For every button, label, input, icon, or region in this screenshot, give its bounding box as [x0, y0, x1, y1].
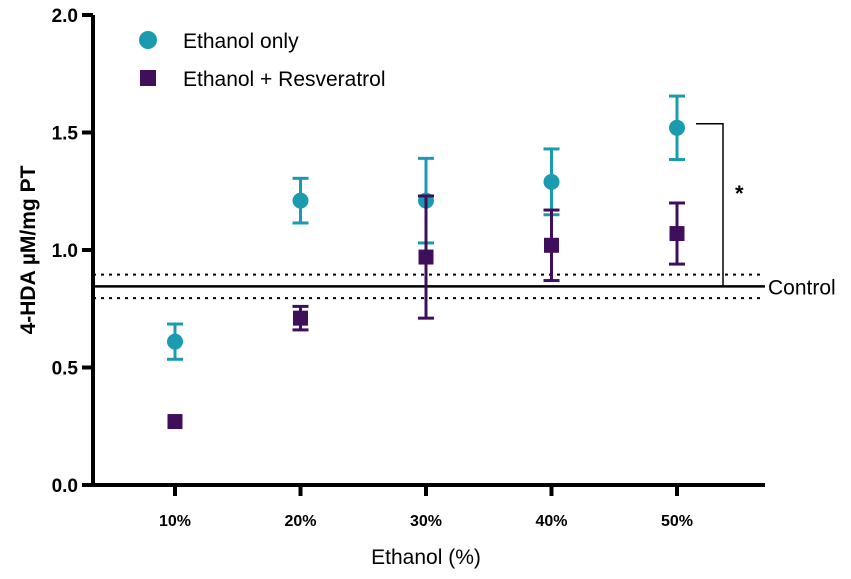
- y-tick-label: 1.5: [52, 124, 79, 145]
- significance-bracket-line: [696, 123, 724, 288]
- legend-item-ethanol-only: Ethanol only: [139, 30, 299, 53]
- data-point-ethanol-resveratrol: [418, 249, 434, 265]
- legend-marker-ethanol-only: [139, 31, 157, 49]
- series-layer: [167, 94, 685, 430]
- legend: Ethanol only Ethanol + Resveratrol: [139, 30, 386, 91]
- x-tick-label: 40%: [535, 513, 567, 530]
- data-point-ethanol-resveratrol: [544, 237, 559, 253]
- y-axis-title: 4-HDA µM/mg PT: [17, 165, 40, 334]
- legend-item-ethanol-resveratrol: Ethanol + Resveratrol: [140, 68, 386, 91]
- data-point-ethanol-only: [292, 192, 309, 209]
- x-tick-label: 10%: [159, 513, 191, 530]
- x-axis-title: Ethanol (%): [371, 546, 481, 569]
- control-reference: Control: [93, 273, 836, 299]
- y-tick-label: 2.0: [52, 6, 78, 27]
- data-point-ethanol-resveratrol: [167, 414, 183, 430]
- x-tick-label: 30%: [410, 513, 442, 530]
- x-ticks: 10% 20% 30% 40% 50%: [159, 485, 693, 530]
- data-point-ethanol-only: [543, 173, 560, 190]
- legend-label-ethanol-resveratrol: Ethanol + Resveratrol: [183, 68, 386, 91]
- x-tick-label: 50%: [661, 513, 693, 530]
- significance-bracket: *: [696, 123, 744, 288]
- data-point-ethanol-only: [167, 333, 183, 350]
- data-point-ethanol-resveratrol: [293, 310, 308, 326]
- y-tick-label: 0.0: [52, 476, 78, 497]
- series-ethanol-resveratrol: [167, 194, 685, 430]
- data-point-ethanol-resveratrol: [669, 226, 685, 242]
- legend-marker-ethanol-resveratrol: [140, 70, 156, 86]
- y-ticks: 0.0 0.5 1.0 1.5 2.0: [52, 6, 93, 497]
- legend-label-ethanol-only: Ethanol only: [183, 30, 299, 53]
- control-label: Control: [768, 276, 836, 299]
- y-tick-label: 0.5: [52, 359, 79, 380]
- significance-asterisk: *: [735, 181, 744, 206]
- x-tick-label: 20%: [284, 513, 316, 530]
- y-tick-label: 1.0: [52, 241, 78, 262]
- data-point-ethanol-only: [669, 119, 685, 136]
